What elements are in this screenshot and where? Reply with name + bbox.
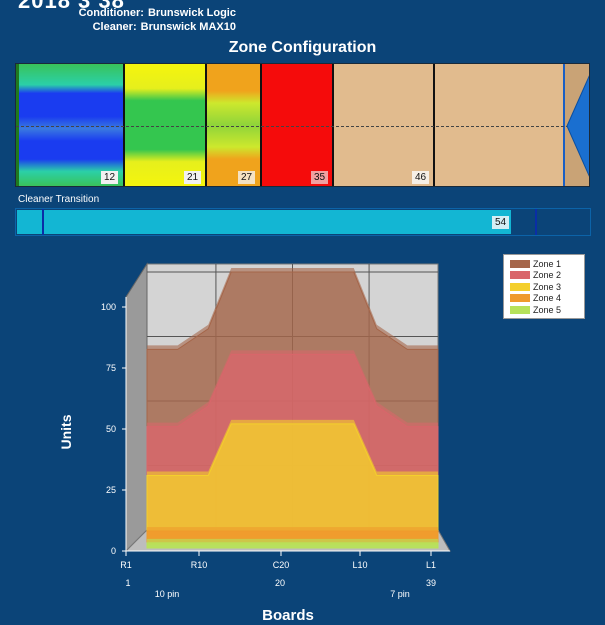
- conditioner-value: Brunswick Logic: [147, 7, 236, 19]
- legend-swatch: [510, 282, 530, 291]
- machine-info: Conditioner: Brunswick Logic Cleaner: Br…: [0, 6, 236, 34]
- y-tick-label: 50: [106, 424, 116, 434]
- window-title-partial: 2018 3 38: [18, 0, 125, 13]
- transition-marker: [535, 209, 537, 235]
- x-pin-label: 10 pin: [155, 589, 180, 599]
- cleaner-value: Brunswick MAX10: [140, 21, 236, 33]
- legend-item: Zone 5: [510, 304, 578, 316]
- cleaner-transition-bar: 54: [15, 208, 591, 236]
- area-series-top-5: [147, 538, 438, 543]
- zone-segment-5: [333, 64, 433, 186]
- x-board-number: 39: [426, 578, 436, 588]
- zone-segment-1: [16, 64, 124, 186]
- x-board-number: 1: [125, 578, 130, 588]
- chart-legend: Zone 1 Zone 2 Zone 3 Zone 4 Zone 5: [503, 254, 585, 319]
- y-tick-label: 0: [111, 546, 116, 556]
- x-axis-title: Boards: [262, 607, 314, 624]
- zone-marker-46: 46: [412, 171, 430, 184]
- area-series-top-4: [147, 527, 438, 532]
- zone-edge-strip: [16, 64, 19, 186]
- y-tick-label: 25: [106, 485, 116, 495]
- x-board-number: 20: [275, 578, 285, 588]
- pin-deck-triangle-icon: [566, 75, 589, 177]
- conditioner-row: Conditioner: Brunswick Logic: [0, 6, 236, 20]
- legend-swatch: [510, 259, 530, 268]
- legend-swatch: [510, 271, 530, 280]
- lane-zone-map: 12 21 27 35 46: [15, 63, 590, 187]
- cleaner-row: Cleaner: Brunswick MAX10: [0, 20, 236, 34]
- area-series-5: [146, 542, 439, 549]
- zone-divider: [563, 64, 565, 186]
- x-pin-label: 7 pin: [390, 589, 410, 599]
- cleaner-transition-value: 54: [492, 216, 510, 229]
- cleaner-transition-fill: [17, 210, 511, 234]
- zone-marker-21: 21: [184, 171, 202, 184]
- legend-item: Zone 4: [510, 293, 578, 305]
- legend-label: Zone 5: [533, 304, 562, 315]
- x-tick-label: L1: [426, 560, 436, 570]
- chart-side-wall: [125, 262, 148, 553]
- zone-divider: [332, 64, 334, 186]
- x-tick-label: C20: [273, 560, 290, 570]
- legend-item: Zone 2: [510, 270, 578, 282]
- legend-label: Zone 2: [533, 270, 562, 281]
- y-tick-label: 75: [106, 363, 116, 373]
- x-tick-label: R1: [120, 560, 132, 570]
- transition-marker: [42, 209, 44, 235]
- zone-segment-3: [206, 64, 261, 186]
- x-tick-label: L10: [352, 560, 367, 570]
- lane-center-line: [16, 126, 589, 127]
- conditioner-label: Conditioner:: [78, 7, 144, 19]
- legend-swatch: [510, 305, 530, 314]
- zone-marker-27: 27: [238, 171, 256, 184]
- legend-item: Zone 3: [510, 281, 578, 293]
- legend-label: Zone 1: [533, 258, 562, 269]
- zone-segment-4: [261, 64, 333, 186]
- y-axis-title: Units: [58, 414, 74, 449]
- zone-divider: [123, 64, 125, 186]
- legend-label: Zone 3: [533, 281, 562, 292]
- legend-item: Zone 1: [510, 258, 578, 270]
- cleaner-transition-label: Cleaner Transition: [18, 194, 100, 205]
- zone-marker-12: 12: [101, 171, 119, 184]
- x-tick-label: R10: [191, 560, 208, 570]
- legend-label: Zone 4: [533, 293, 562, 304]
- y-tick-label: 100: [101, 302, 116, 312]
- zone-marker-35: 35: [311, 171, 329, 184]
- zone-segment-2: [124, 64, 206, 186]
- zone-configuration-title: Zone Configuration: [228, 39, 377, 56]
- zone-divider: [260, 64, 262, 186]
- zone-segment-6: [435, 64, 563, 186]
- zone-divider: [205, 64, 207, 186]
- cleaner-label: Cleaner:: [92, 21, 137, 33]
- legend-swatch: [510, 294, 530, 303]
- zone-divider: [433, 64, 435, 186]
